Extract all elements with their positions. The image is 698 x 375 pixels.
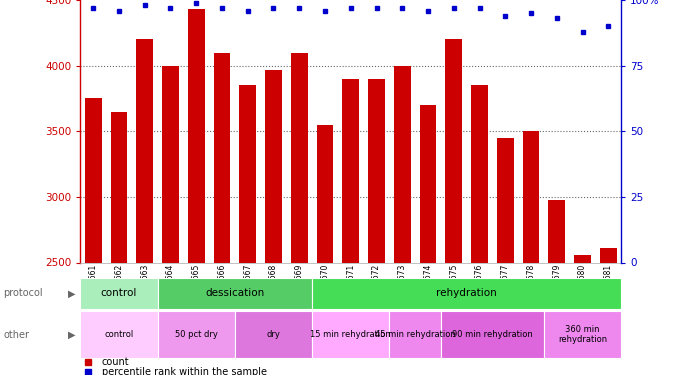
Bar — [574, 255, 591, 262]
Bar — [188, 9, 205, 262]
Bar — [136, 39, 153, 262]
Bar — [497, 138, 514, 262]
Bar — [549, 200, 565, 262]
Text: 15 min rehydration: 15 min rehydration — [311, 330, 391, 339]
Text: ▶: ▶ — [68, 330, 76, 340]
Bar — [441, 311, 544, 358]
Text: control: control — [104, 330, 133, 339]
Bar — [394, 66, 410, 262]
Bar — [317, 124, 334, 262]
Bar — [84, 99, 101, 262]
Text: 50 pct dry: 50 pct dry — [174, 330, 218, 339]
Bar — [291, 53, 308, 262]
Text: 90 min rehydration: 90 min rehydration — [452, 330, 533, 339]
Bar — [419, 105, 436, 262]
Text: dessication: dessication — [205, 288, 265, 298]
Bar — [110, 112, 127, 262]
Bar — [471, 86, 488, 262]
Bar — [368, 79, 385, 262]
Text: control: control — [101, 288, 137, 298]
Text: count: count — [102, 357, 130, 368]
Text: protocol: protocol — [3, 288, 43, 298]
Bar — [312, 311, 389, 358]
Bar — [80, 278, 158, 309]
Bar — [80, 311, 158, 358]
Bar — [162, 66, 179, 262]
Bar — [523, 131, 540, 262]
Bar — [343, 79, 359, 262]
Bar — [265, 70, 282, 262]
Bar — [312, 278, 621, 309]
Text: ▶: ▶ — [68, 288, 76, 298]
Text: rehydration: rehydration — [436, 288, 497, 298]
Bar — [214, 53, 230, 262]
Bar — [389, 311, 441, 358]
Text: other: other — [3, 330, 29, 340]
Text: dry: dry — [267, 330, 281, 339]
Text: percentile rank within the sample: percentile rank within the sample — [102, 367, 267, 375]
Bar — [445, 39, 462, 262]
Bar — [600, 248, 617, 262]
Bar — [239, 86, 256, 262]
Text: 45 min rehydration: 45 min rehydration — [375, 330, 456, 339]
Text: 360 min
rehydration: 360 min rehydration — [558, 325, 607, 344]
Bar — [158, 278, 312, 309]
Bar — [544, 311, 621, 358]
Bar — [235, 311, 312, 358]
Bar — [158, 311, 235, 358]
